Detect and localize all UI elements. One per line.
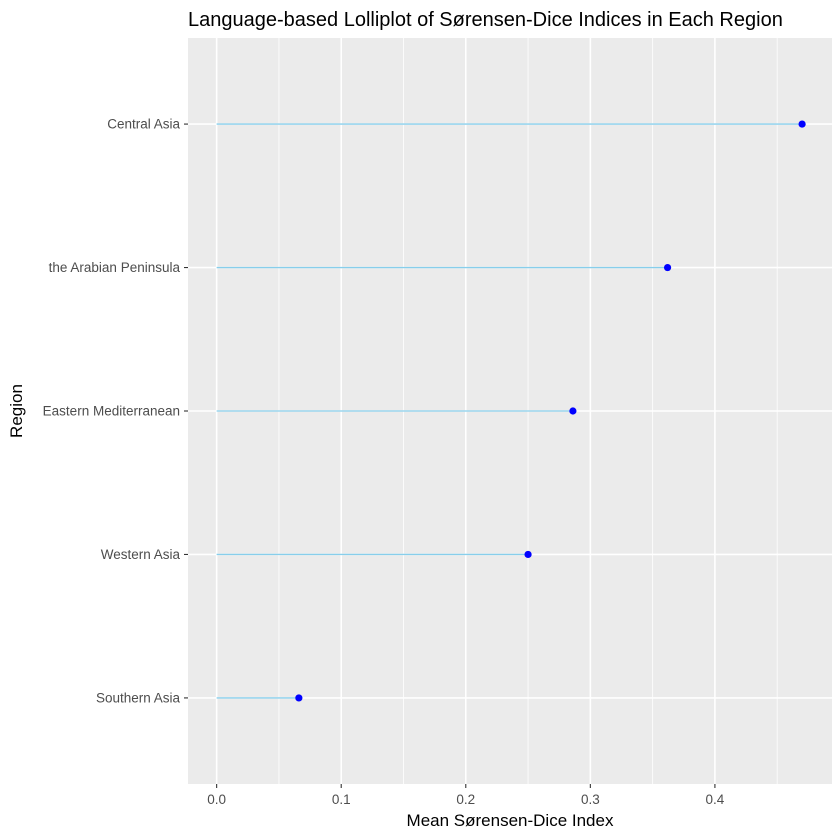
y-tick-label: Southern Asia bbox=[96, 690, 181, 705]
y-axis-title: Region bbox=[7, 384, 26, 438]
lollipop-point bbox=[524, 550, 532, 559]
x-tick-label: 0.4 bbox=[706, 792, 725, 807]
lollipop-point bbox=[798, 120, 806, 128]
chart-title: Language-based Lolliplot of Sørensen-Dic… bbox=[188, 9, 783, 31]
lollipop-stems bbox=[216, 123, 803, 699]
y-tick-label: the Arabian Peninsula bbox=[49, 260, 181, 275]
lollipop-point bbox=[295, 694, 303, 702]
x-tick-label: 0.1 bbox=[332, 792, 351, 807]
y-axis: Southern Asia Western Asia Eastern Mediter… bbox=[43, 117, 188, 705]
x-axis-title: Mean Sørensen-Dice Index bbox=[407, 811, 614, 830]
y-tick-label: Central Asia bbox=[107, 117, 180, 132]
x-tick-label: 0.0 bbox=[207, 792, 226, 807]
x-tick-label: 0.3 bbox=[581, 792, 600, 807]
lollipop-point bbox=[663, 263, 672, 272]
x-axis: 0.0 0.1 0.2 0.3 0.4 bbox=[207, 784, 725, 807]
lollipop-points bbox=[295, 120, 806, 702]
y-tick-label: Western Asia bbox=[101, 547, 181, 562]
y-tick-label: Eastern Mediterranean bbox=[43, 404, 180, 419]
x-tick-label: 0.2 bbox=[456, 792, 475, 807]
lollipop-point bbox=[569, 407, 577, 415]
